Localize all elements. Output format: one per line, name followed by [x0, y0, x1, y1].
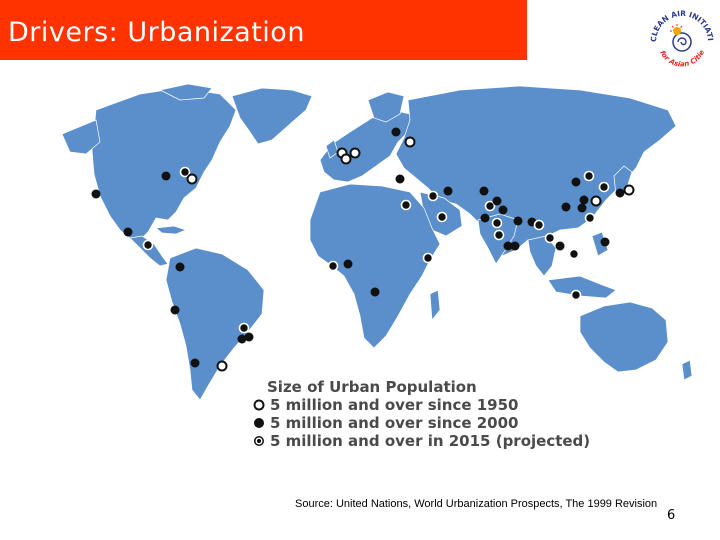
city-marker-open — [340, 153, 352, 165]
continents — [61, 83, 693, 401]
city-marker-filled — [579, 195, 589, 205]
city-marker-filled — [91, 189, 101, 199]
city-marker-filled — [244, 332, 254, 342]
world-map — [61, 83, 693, 401]
city-marker-filled — [555, 241, 565, 251]
legend-item-since-2000: 5 million and over since 2000 — [252, 414, 590, 432]
city-marker-filled — [175, 262, 185, 272]
city-marker-filled — [561, 202, 571, 212]
city-marker-filled — [443, 186, 453, 196]
city-marker-filled — [170, 305, 180, 315]
city-marker-dotted — [427, 190, 439, 202]
australia-shape — [579, 301, 669, 373]
city-marker-open — [623, 184, 635, 196]
city-marker-filled — [510, 241, 520, 251]
city-marker-dotted — [493, 229, 505, 241]
city-marker-filled — [391, 127, 401, 137]
city-marker-dotted — [436, 211, 448, 223]
indonesia-shape — [547, 275, 617, 299]
south-america-shape — [165, 247, 265, 401]
city-marker-dotted — [598, 181, 610, 193]
slide-title: Drivers: Urbanization — [8, 17, 305, 48]
city-marker-open — [186, 173, 198, 185]
north-america-shape — [91, 87, 237, 241]
city-marker-dotted — [533, 219, 545, 231]
central-america-shape — [129, 235, 169, 267]
city-marker-filled — [615, 188, 625, 198]
legend-label: 5 million and over since 1950 — [270, 396, 519, 414]
legend-title: Size of Urban Population — [267, 378, 477, 396]
arctic-islands-shape — [158, 83, 213, 101]
city-marker-filled — [498, 205, 508, 215]
dotted-circle-icon — [254, 436, 264, 446]
city-marker-filled — [123, 227, 133, 237]
city-marker-filled — [503, 241, 513, 251]
city-marker-filled — [395, 174, 405, 184]
city-marker-filled — [492, 196, 502, 206]
city-marker-open — [404, 136, 416, 148]
city-marker-open — [216, 360, 228, 372]
map-legend: Size of Urban Population 5 million and o… — [252, 378, 590, 450]
city-marker-dotted — [484, 200, 496, 212]
city-marker-filled — [237, 334, 247, 344]
city-marker-dotted — [179, 166, 191, 178]
title-bar: Drivers: Urbanization — [0, 0, 527, 60]
city-marker-dotted — [570, 289, 582, 301]
source-citation: Source: United Nations, World Urbanizati… — [295, 498, 658, 510]
city-marker-dotted — [544, 232, 556, 244]
city-marker-dotted — [238, 322, 250, 334]
city-marker-filled — [370, 287, 380, 297]
city-marker-dotted — [583, 170, 595, 182]
city-marker-filled — [571, 177, 581, 187]
legend-label: 5 million and over in 2015 (projected) — [270, 432, 591, 450]
legend-item-since-1950: 5 million and over since 1950 — [252, 396, 590, 414]
africa-shape — [309, 183, 441, 349]
city-marker-dotted — [400, 199, 412, 211]
city-marker-dotted — [491, 217, 503, 229]
city-marker-filled — [343, 259, 353, 269]
greenland-shape — [231, 87, 313, 145]
scandinavia-shape — [367, 91, 405, 123]
europe-shape — [319, 109, 411, 183]
page-number: 6 — [667, 508, 676, 523]
open-circle-icon — [253, 399, 265, 411]
caribbean-shape — [155, 225, 188, 235]
city-marker-filled — [513, 216, 523, 226]
city-marker-open — [590, 195, 602, 207]
city-marker-filled — [190, 358, 200, 368]
city-marker-dotted — [327, 260, 339, 272]
city-markers — [91, 127, 635, 372]
clean-air-initiative-logo: CLEAN AIR INITIATIVE for Asian Cities — [646, 4, 715, 72]
filled-circle-icon — [254, 418, 264, 428]
new-zealand-shape — [681, 359, 693, 381]
city-marker-filled — [577, 203, 587, 213]
city-marker-filled — [480, 213, 490, 223]
city-marker-dotted — [142, 239, 154, 251]
city-marker-open — [349, 147, 361, 159]
city-marker-dotted — [584, 212, 596, 224]
alaska-shape — [61, 119, 101, 155]
madagascar-shape — [429, 289, 441, 321]
city-marker-dotted — [422, 252, 434, 264]
legend-label: 5 million and over since 2000 — [270, 414, 519, 432]
legend-item-2015-projected: 5 million and over in 2015 (projected) — [252, 432, 590, 450]
city-marker-filled — [479, 186, 489, 196]
city-marker-dotted — [568, 248, 580, 260]
city-marker-filled — [161, 171, 171, 181]
city-marker-filled — [600, 237, 610, 247]
